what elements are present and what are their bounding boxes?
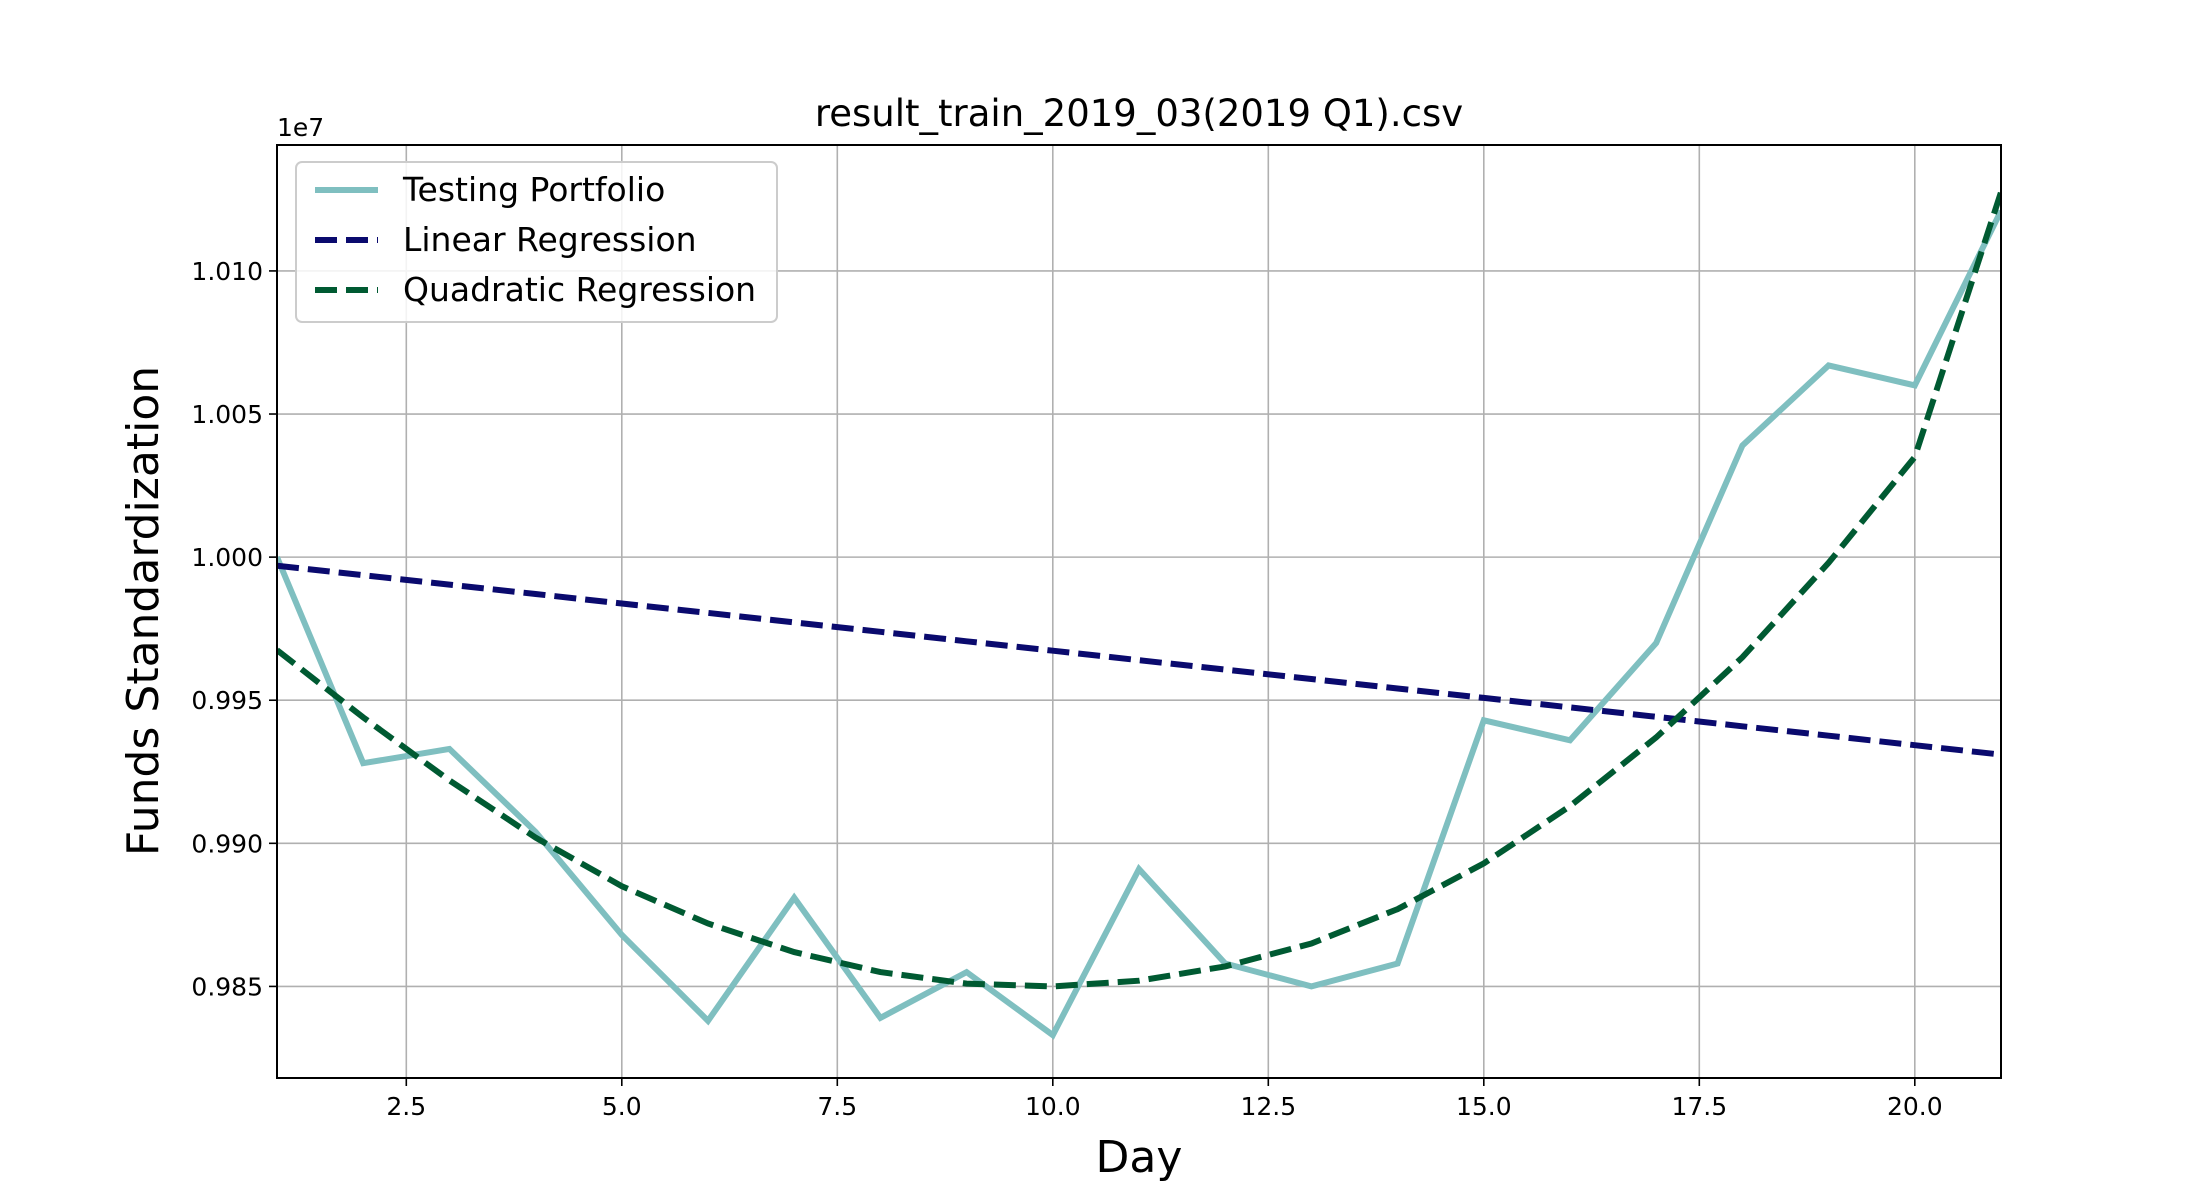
y-tick-label: 0.990 <box>191 829 263 858</box>
x-tick-label: 10.0 <box>1025 1092 1081 1121</box>
y-axis-ticks: 0.985 0.990 0.995 1.000 1.005 1.010 <box>191 257 277 1001</box>
x-tick-label: 12.5 <box>1240 1092 1296 1121</box>
series-line-testing-portfolio <box>277 209 2001 1040</box>
x-tick-label: 17.5 <box>1671 1092 1727 1121</box>
y-tick-label: 1.000 <box>191 543 263 572</box>
legend-label-linear-regression: Linear Regression <box>403 220 697 259</box>
grid <box>277 145 2001 1078</box>
x-tick-label: 15.0 <box>1456 1092 1512 1121</box>
y-tick-label: 1.010 <box>191 257 263 286</box>
series-line-quadratic-regression <box>277 191 2001 990</box>
legend-label-quadratic-regression: Quadratic Regression <box>403 270 756 309</box>
y-tick-label: 0.995 <box>191 686 263 715</box>
x-tick-label: 2.5 <box>386 1092 426 1121</box>
legend: Testing Portfolio Linear Regression Quad… <box>295 161 778 323</box>
chart-title: result_train_2019_03(2019 Q1).csv <box>815 92 1463 135</box>
legend-label-testing-portfolio: Testing Portfolio <box>402 170 665 209</box>
x-axis-label: Day <box>1096 1132 1183 1183</box>
x-tick-label: 7.5 <box>817 1092 857 1121</box>
y-axis-label: Funds Standardization <box>118 366 169 856</box>
plot-frame <box>276 144 2002 1079</box>
x-axis-ticks: 2.5 5.0 7.5 10.0 12.5 15.0 17.5 20.0 <box>386 1078 1943 1121</box>
x-tick-label: 5.0 <box>602 1092 642 1121</box>
y-tick-label: 1.005 <box>191 400 263 429</box>
x-tick-label: 20.0 <box>1887 1092 1943 1121</box>
legend-box <box>295 161 778 323</box>
y-offset-text: 1e7 <box>277 113 324 142</box>
series-line-linear-regression <box>277 562 2001 758</box>
y-tick-label: 0.985 <box>191 972 263 1001</box>
plot-lines <box>277 191 2001 1040</box>
